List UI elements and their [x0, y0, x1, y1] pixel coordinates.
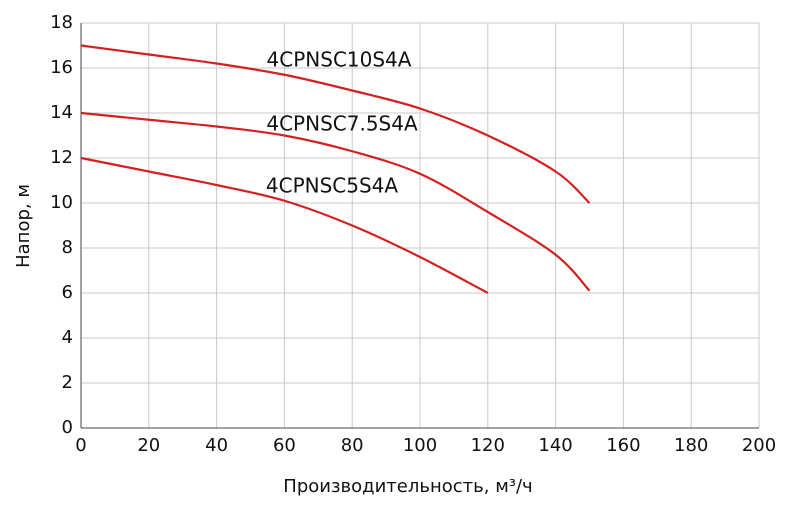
x-tick-label: 100 — [403, 435, 437, 456]
y-tick-label: 0 — [62, 417, 73, 438]
series-line — [80, 111, 591, 292]
x-tick-label: 80 — [341, 435, 364, 456]
x-tick-label: 160 — [606, 435, 640, 456]
y-tick-label: 12 — [50, 147, 73, 168]
y-tick-label: 2 — [62, 372, 73, 393]
y-tick-label: 10 — [50, 192, 73, 213]
series-label: 4CPNSC5S4A — [266, 174, 399, 198]
y-tick-label: 14 — [50, 102, 73, 123]
y-tick-label: 6 — [62, 282, 73, 303]
y-axis-label: Напор, м — [13, 184, 34, 268]
series-label: 4CPNSC10S4A — [267, 48, 412, 72]
y-tick-label: 16 — [50, 57, 73, 78]
x-tick-label: 140 — [538, 435, 572, 456]
x-tick-label: 200 — [742, 435, 776, 456]
series-line — [80, 44, 591, 204]
series-line — [80, 156, 489, 294]
series-label: 4CPNSC7.5S4A — [266, 112, 418, 136]
x-axis-label: Производительность, м³/ч — [283, 476, 532, 497]
y-tick-label: 8 — [62, 237, 73, 258]
x-tick-label: 120 — [471, 435, 505, 456]
y-tick-label: 18 — [50, 12, 73, 33]
x-tick-label: 0 — [75, 435, 86, 456]
x-tick-label: 40 — [205, 435, 228, 456]
y-tick-label: 4 — [62, 327, 73, 348]
x-tick-label: 60 — [273, 435, 296, 456]
x-tick-label: 20 — [137, 435, 160, 456]
x-tick-label: 180 — [674, 435, 708, 456]
